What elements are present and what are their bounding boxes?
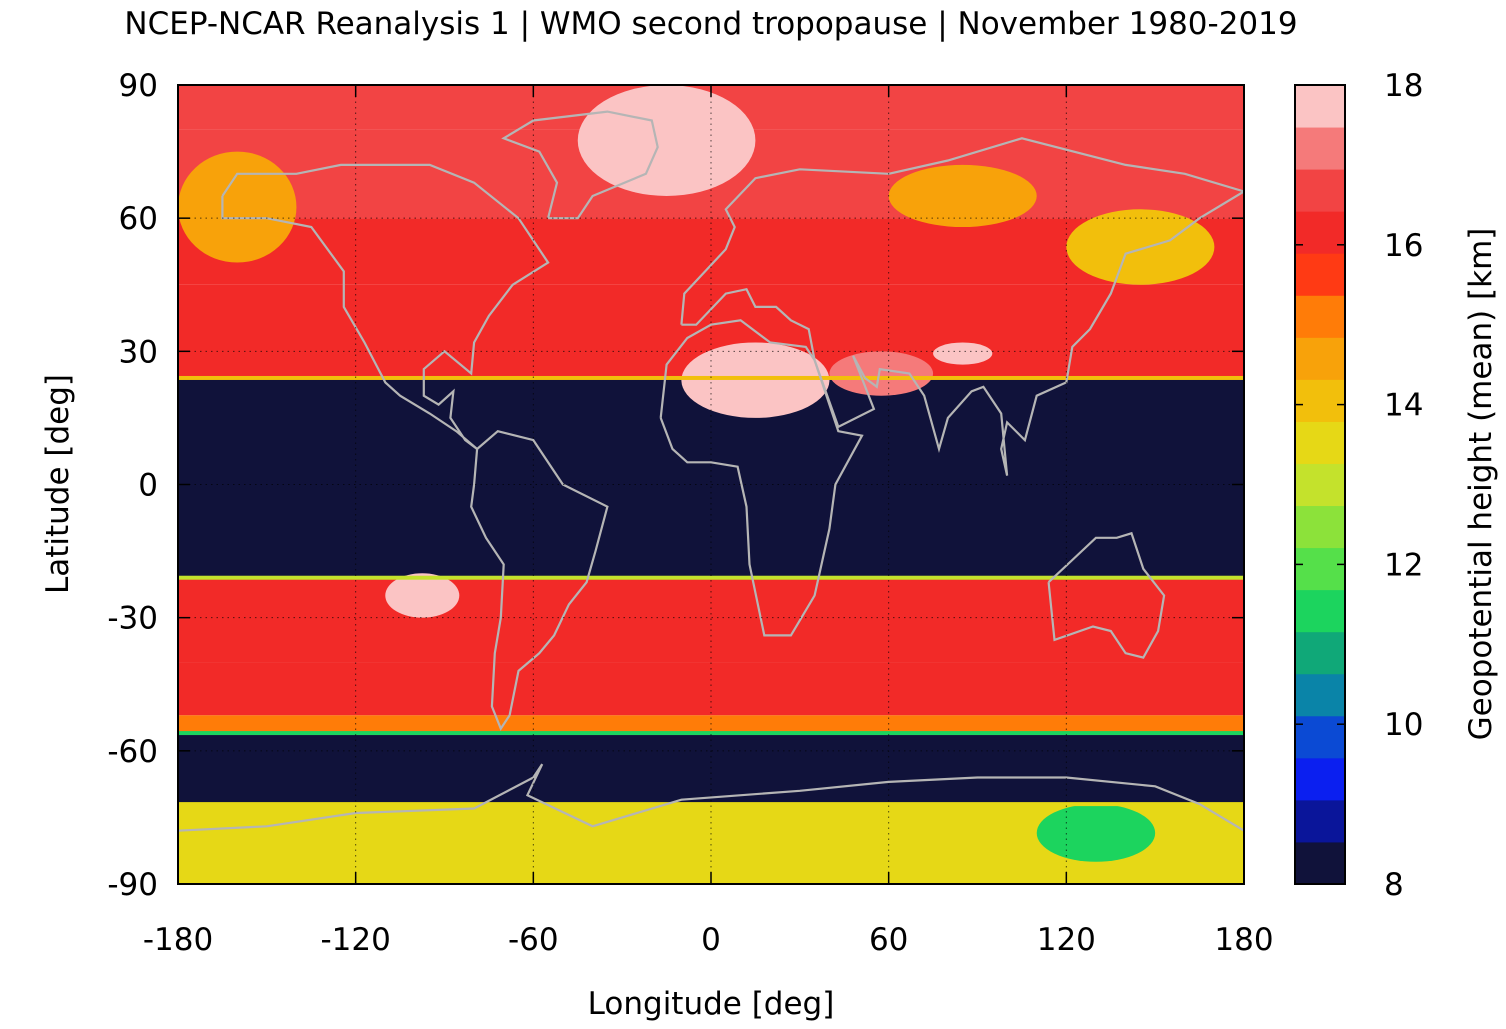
greenland-high [577, 85, 756, 196]
x-tick-label: -60 [508, 922, 559, 958]
x-tick-label: -180 [143, 922, 213, 958]
y-tick-label: 90 [119, 68, 158, 104]
y-axis-label: Latitude [deg] [40, 374, 76, 594]
colorbar-tick-label: 18 [1384, 68, 1423, 104]
colorbar-segment [1295, 127, 1345, 170]
zonal-band-6 [178, 662, 1244, 716]
colorbar-segment [1295, 841, 1345, 885]
east-asia-low [1066, 209, 1215, 285]
colorbar-segment [1295, 715, 1345, 759]
arabia-high [829, 351, 934, 396]
chart-title: NCEP-NCAR Reanalysis 1 | WMO second trop… [124, 6, 1297, 42]
colorbar-segment [1295, 337, 1345, 380]
colorbar-tick-label: 10 [1384, 707, 1423, 743]
colorbar-label: Geopotential height (mean) [km] [1463, 228, 1499, 741]
colorbar-frame [1294, 84, 1346, 885]
y-tick-label: -30 [107, 601, 158, 637]
colorbar-tick-label: 8 [1384, 867, 1404, 903]
band-edge-2 [178, 731, 1244, 736]
coastlines [178, 110, 1244, 832]
band-edge-1 [178, 575, 1244, 580]
colorbar-segment [1295, 505, 1345, 549]
colorbar-tick-label: 12 [1384, 547, 1423, 583]
colorbar-segment [1295, 673, 1345, 717]
band-edge-3 [178, 802, 1244, 807]
x-tick-label: 180 [1214, 922, 1273, 958]
colorbar-tick-labels: 18 16 14 12 10 8 [1295, 68, 1423, 903]
y-tick-label: 60 [119, 201, 158, 237]
x-tick-labels: -180 -120 -60 0 60 120 180 [143, 922, 1274, 958]
coast-north-america [221, 163, 550, 450]
x-tick-label: 120 [1037, 922, 1096, 958]
coast-eurasia [680, 137, 1244, 476]
colorbar-segment [1295, 547, 1345, 591]
tibet-high [933, 342, 993, 365]
colorbar-tick-label: 16 [1384, 228, 1423, 264]
pacific-low [178, 151, 297, 263]
colorbar-segment [1295, 85, 1345, 128]
x-tick-label: 0 [701, 922, 721, 958]
sahara-high [681, 342, 830, 418]
y-tick-label: -60 [107, 734, 158, 770]
siberia-low [888, 164, 1037, 228]
y-tick-label: 30 [119, 334, 158, 370]
zonal-band-4 [178, 377, 1244, 578]
colorbar-segment [1295, 211, 1345, 254]
x-axis-label: Longitude [deg] [588, 986, 835, 1022]
colorbar-segment [1295, 295, 1345, 338]
y-tick-labels: 90 60 30 0 -30 -60 -90 [107, 68, 158, 903]
colorbar-tick-label: 14 [1384, 388, 1423, 424]
colorbar-segment [1295, 169, 1345, 212]
colorbar-segment [1295, 757, 1345, 801]
zonal-band-8 [178, 733, 1244, 805]
colorbar-segment [1295, 421, 1345, 464]
colorbar-segment [1295, 463, 1345, 507]
tick-marks [177, 84, 1245, 885]
colorbar-segment [1295, 253, 1345, 296]
y-tick-label: -90 [107, 867, 158, 903]
south-pacific-high [385, 573, 460, 618]
coast-south-america [470, 429, 609, 731]
coast-antarctica [178, 763, 1244, 832]
coast-greenland [501, 110, 659, 220]
antarctic-plateau-low [1036, 804, 1156, 862]
colorbar-segment [1295, 589, 1345, 633]
colorbar-segment [1295, 799, 1345, 843]
x-tick-label: 60 [869, 922, 908, 958]
coast-africa [659, 319, 864, 637]
x-tick-label: -120 [320, 922, 390, 958]
colorbar-segment [1295, 631, 1345, 675]
coast-australia [1047, 531, 1166, 659]
grid-lines [178, 85, 1244, 884]
y-tick-label: 0 [138, 468, 158, 504]
colorbar-segment [1295, 379, 1345, 422]
colorbar [1295, 85, 1345, 885]
plot-area [178, 85, 1244, 884]
